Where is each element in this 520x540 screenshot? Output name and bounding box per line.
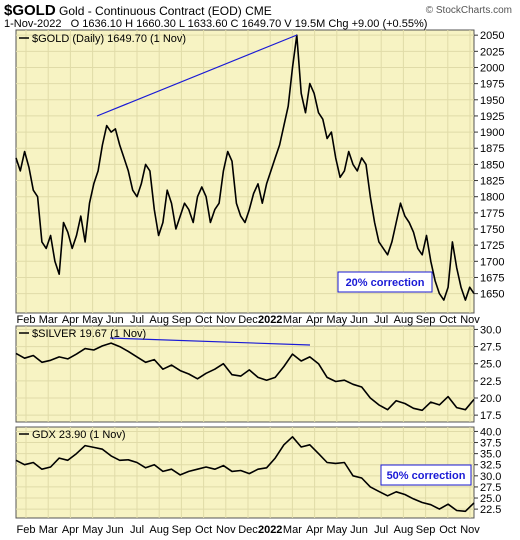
y-tick-label: 1800 (480, 192, 504, 204)
x-tick-label: Apr (62, 524, 79, 536)
y-tick-label: 1675 (480, 272, 504, 284)
x-tick-label: Aug (149, 314, 169, 326)
symbol: $GOLD (4, 2, 56, 19)
y-tick-label: 1825 (480, 176, 504, 188)
y-tick-label: 1875 (480, 143, 504, 155)
y-tick-label: 1725 (480, 240, 504, 252)
x-tick-label: Nov (216, 314, 236, 326)
quote-line: 1-Nov-2022 O 1636.10 H 1660.30 L 1633.60… (4, 18, 427, 30)
x-tick-label: Aug (394, 314, 414, 326)
annotation-box (337, 271, 433, 293)
x-tick-label: Oct (439, 524, 456, 536)
y-tick-label: 25.0 (480, 359, 501, 371)
x-tick-label: Mar (39, 314, 58, 326)
annotation-box (380, 464, 472, 486)
x-tick-label: Jul (130, 314, 144, 326)
x-tick-label: Aug (149, 524, 169, 536)
x-tick-label: Nov (216, 524, 236, 536)
y-tick-label: 1750 (480, 224, 504, 236)
y-tick-label: 1900 (480, 127, 504, 139)
x-tick-label: Jun (106, 524, 124, 536)
x-tick-label: Oct (195, 524, 212, 536)
y-tick-label: 35.0 (480, 449, 501, 461)
annotation-text: 20% correction (346, 277, 425, 289)
x-tick-label: Oct (439, 314, 456, 326)
y-tick-label: 22.5 (480, 376, 501, 388)
y-tick-label: 1775 (480, 208, 504, 220)
x-tick-label: Nov (460, 314, 480, 326)
x-tick-label: Jul (374, 524, 388, 536)
y-tick-label: 1700 (480, 256, 504, 268)
x-tick-label: Jun (106, 314, 124, 326)
x-tick-label: Jun (350, 524, 368, 536)
x-tick-label: Dec (238, 314, 258, 326)
x-tick-label: Aug (394, 524, 414, 536)
y-tick-label: 2000 (480, 62, 504, 74)
x-tick-label: Mar (39, 524, 58, 536)
x-tick-label: Nov (460, 524, 480, 536)
y-tick-label: 17.5 (480, 410, 501, 422)
y-tick-label: 27.5 (480, 342, 501, 354)
x-tick-label: Sep (416, 524, 436, 536)
y-tick-label: 22.5 (480, 504, 501, 516)
x-tick-label: Jun (350, 314, 368, 326)
x-tick-label: Feb (17, 314, 36, 326)
annotation-text: 50% correction (387, 470, 466, 482)
legend-1: $SILVER 19.67 (1 Nov) (32, 328, 146, 340)
y-tick-label: 1650 (480, 289, 504, 301)
brand-watermark: © StockCharts.com (425, 5, 512, 16)
x-tick-label: Oct (195, 314, 212, 326)
panel-1-background (15, 325, 475, 423)
x-tick-label: Mar (283, 314, 302, 326)
y-tick-label: 1925 (480, 111, 504, 123)
legend-0: $GOLD (Daily) 1649.70 (1 Nov) (32, 33, 186, 45)
x-tick-label: May (326, 314, 347, 326)
x-tick-label: Apr (306, 524, 323, 536)
x-tick-label: May (82, 314, 103, 326)
y-tick-label: 30.0 (480, 324, 501, 336)
x-tick-label: Dec (238, 524, 258, 536)
panel-0-background (15, 29, 475, 314)
y-tick-label: 20.0 (480, 393, 501, 405)
chart-header: $GOLD Gold - Continuous Contract (EOD) C… (4, 2, 272, 19)
x-tick-label: May (326, 524, 347, 536)
x-tick-label: May (82, 524, 103, 536)
trendline-0 (96, 34, 298, 117)
x-tick-label: Sep (416, 314, 436, 326)
y-tick-label: 25.0 (480, 493, 501, 505)
x-tick-label: Mar (283, 524, 302, 536)
y-tick-label: 2050 (480, 30, 504, 42)
x-tick-label: Jul (130, 524, 144, 536)
x-tick-label: Sep (172, 314, 192, 326)
x-tick-label: 2022 (258, 314, 282, 326)
y-tick-label: 32.5 (480, 460, 501, 472)
quote-date: 1-Nov-2022 (4, 18, 62, 30)
x-tick-label: Sep (172, 524, 192, 536)
quote-values: O 1636.10 H 1660.30 L 1633.60 C 1649.70 … (70, 18, 428, 30)
y-tick-label: 30.0 (480, 471, 501, 483)
legend-2: GDX 23.90 (1 Nov) (32, 429, 126, 441)
x-tick-label: Apr (62, 314, 79, 326)
y-tick-label: 27.5 (480, 482, 501, 494)
x-tick-label: Jul (374, 314, 388, 326)
series-line-0 (15, 34, 475, 301)
y-tick-label: 1850 (480, 159, 504, 171)
y-tick-label: 37.5 (480, 438, 501, 450)
exchange: CME (245, 4, 272, 18)
y-tick-label: 2025 (480, 46, 504, 58)
x-tick-label: Apr (306, 314, 323, 326)
x-tick-label: Feb (17, 524, 36, 536)
trendline-1 (109, 337, 311, 346)
y-tick-label: 40.0 (480, 426, 501, 438)
y-tick-label: 1975 (480, 79, 504, 91)
series-line-1 (15, 342, 475, 412)
series-line-2 (15, 435, 475, 513)
symbol-description: Gold - Continuous Contract (EOD) (59, 4, 242, 18)
y-tick-label: 1950 (480, 95, 504, 107)
x-tick-label: 2022 (258, 524, 282, 536)
